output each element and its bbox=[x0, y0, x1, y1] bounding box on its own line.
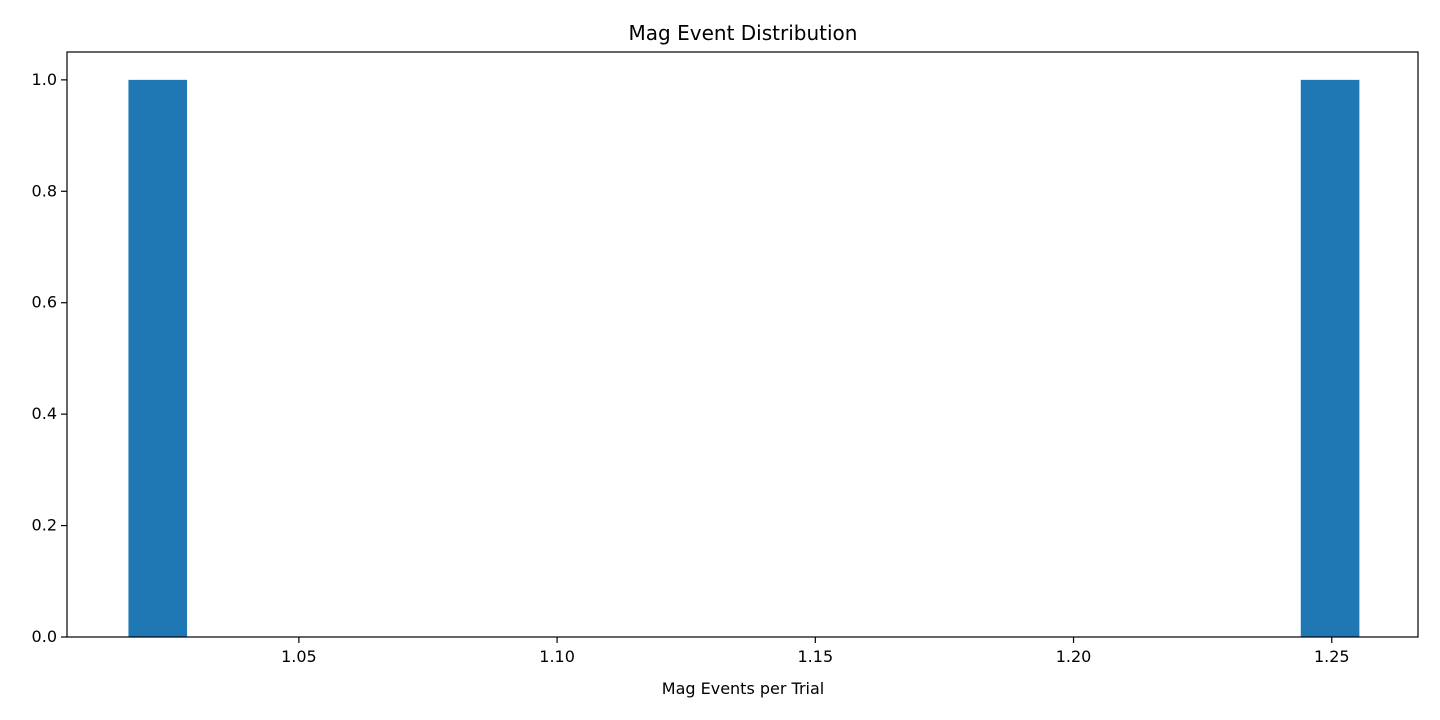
y-tick-label: 0.2 bbox=[32, 516, 57, 535]
x-tick-label: 1.25 bbox=[1314, 647, 1350, 666]
y-tick-label: 0.0 bbox=[32, 627, 57, 646]
histogram-bar bbox=[128, 79, 188, 638]
x-tick-label: 1.05 bbox=[281, 647, 317, 666]
chart-title: Mag Event Distribution bbox=[629, 21, 858, 45]
plot-area-frame bbox=[66, 51, 1419, 638]
y-tick-label: 0.8 bbox=[32, 181, 57, 200]
histogram-bar bbox=[1300, 79, 1360, 638]
x-axis-label: Mag Events per Trial bbox=[662, 679, 824, 698]
x-tick-label: 1.20 bbox=[1056, 647, 1092, 666]
y-tick-label: 0.6 bbox=[32, 293, 57, 312]
x-axis-ticks: 1.05 1.10 1.15 1.20 1.25 bbox=[281, 637, 1350, 666]
y-tick-label: 1.0 bbox=[32, 70, 57, 89]
y-tick-label: 0.4 bbox=[32, 404, 57, 423]
bars-group bbox=[128, 79, 1360, 638]
y-axis-ticks: 0.0 0.2 0.4 0.6 0.8 1.0 bbox=[32, 70, 67, 646]
x-tick-label: 1.10 bbox=[539, 647, 575, 666]
x-tick-label: 1.15 bbox=[798, 647, 834, 666]
